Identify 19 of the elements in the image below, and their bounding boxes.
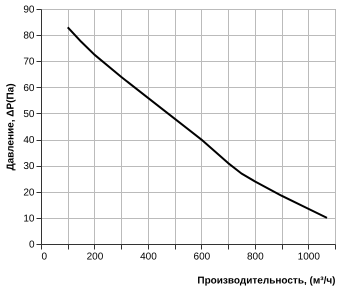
y-tick-label: 70 (23, 56, 35, 68)
y-tick-label: 90 (23, 4, 35, 16)
x-tick-label: 600 (194, 252, 211, 262)
x-tick-label: 800 (246, 252, 264, 262)
x-tick-label: 1000 (298, 252, 320, 262)
x-tick-label: 400 (140, 252, 158, 262)
y-tick-label: 60 (23, 82, 35, 94)
y-axis-title: Давление, ΔP(Па) (5, 83, 16, 171)
y-tick-label: 20 (23, 187, 35, 198)
y-tick-label: 0 (28, 240, 35, 250)
y-tick-label: 80 (23, 30, 35, 42)
y-tick-label: 40 (23, 135, 35, 146)
y-tick-label: 50 (23, 108, 35, 120)
line-series (66, 26, 328, 219)
x-tick-label: 200 (86, 252, 104, 262)
y-tick-label: 10 (23, 213, 35, 224)
x-axis-title: Производительность, (м³/ч) (197, 276, 336, 286)
x-tick-label: 0 (42, 252, 48, 262)
y-tick-label: 30 (23, 161, 35, 172)
